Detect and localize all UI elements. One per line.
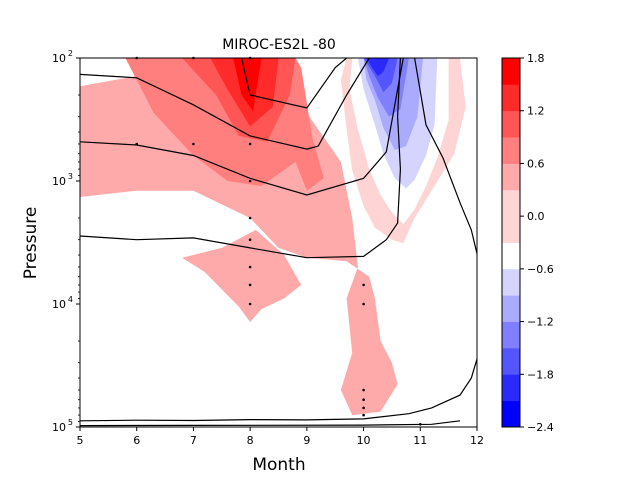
colorbar-tick-label-5: −1.2 bbox=[527, 316, 554, 329]
colorbar-segment-4 bbox=[502, 295, 520, 322]
contour-line-6 bbox=[80, 420, 461, 427]
y-axis-label: Pressure bbox=[21, 207, 41, 280]
chart-title: MIROC-ES2L -80 bbox=[222, 37, 336, 53]
colorbar-tick-label-4: −0.6 bbox=[527, 263, 554, 276]
stipple-point-13 bbox=[362, 302, 365, 306]
stipple-point-15 bbox=[362, 398, 365, 402]
colorbar-tick-label-0: 1.8 bbox=[527, 52, 545, 65]
contour-line-4 bbox=[241, 58, 347, 109]
stipple-point-9 bbox=[248, 265, 252, 269]
x-tick-label-1: 6 bbox=[133, 434, 140, 447]
colorbar: 1.8 1.2 0.6 0.0 −0.6 −1.2 −1.8 −2.4 bbox=[501, 52, 554, 434]
y-tick-label-2: 10 bbox=[52, 298, 66, 311]
stipple-point-12 bbox=[362, 283, 365, 287]
stipple-point-18 bbox=[419, 423, 422, 426]
colorbar-segment-3 bbox=[502, 321, 520, 349]
stipple-point-3 bbox=[135, 142, 138, 146]
x-tick-label-0: 5 bbox=[77, 434, 84, 447]
plot-frame bbox=[79, 57, 478, 428]
colorbar-segment-2 bbox=[502, 347, 520, 375]
y-tick-exponent-1: 3 bbox=[68, 172, 73, 181]
x-axis: 5 6 7 8 9 10 11 12 bbox=[77, 427, 484, 447]
x-tick-label-6: 11 bbox=[413, 434, 427, 447]
x-tick-label-2: 7 bbox=[190, 434, 197, 447]
y-tick-label-3: 10 bbox=[52, 421, 66, 434]
colorbar-frame bbox=[501, 57, 521, 428]
y-tick-exponent-3: 5 bbox=[68, 418, 73, 427]
colorbar-tick-label-2: 0.6 bbox=[527, 157, 545, 170]
contour-fill-6 bbox=[244, 58, 256, 87]
x-tick-label-3: 8 bbox=[247, 434, 254, 447]
colorbar-segment-12 bbox=[502, 58, 520, 85]
x-tick-label-7: 12 bbox=[470, 434, 484, 447]
x-axis-label: Month bbox=[252, 455, 305, 475]
stipple-point-11 bbox=[248, 302, 252, 306]
contour-line-5 bbox=[80, 358, 477, 422]
stipple-point-16 bbox=[362, 406, 365, 410]
colorbar-segment-0 bbox=[502, 400, 520, 428]
y-tick-label-1: 10 bbox=[52, 175, 66, 188]
colorbar-segment-5 bbox=[502, 268, 520, 296]
stipple-point-10 bbox=[248, 283, 252, 287]
colorbar-segment-7 bbox=[502, 189, 520, 243]
colorbar-segment-6 bbox=[502, 242, 520, 270]
colorbar-tick-label-6: −1.8 bbox=[527, 368, 554, 381]
contour-fill-13 bbox=[366, 58, 390, 76]
y-tick-exponent-0: 2 bbox=[68, 49, 73, 58]
stipple-point-6 bbox=[248, 179, 252, 183]
x-tick-label-5: 10 bbox=[357, 434, 371, 447]
x-tick-label-4: 9 bbox=[303, 434, 310, 447]
colorbar-segment-8 bbox=[502, 163, 520, 191]
stipple-point-17 bbox=[362, 413, 365, 417]
contour-line-0 bbox=[80, 58, 370, 150]
y-tick-label-0: 10 bbox=[52, 52, 66, 65]
colorbar-segment-9 bbox=[502, 137, 520, 164]
contour-line-1 bbox=[80, 58, 404, 196]
stipple-point-4 bbox=[192, 142, 195, 146]
contour-fill-1 bbox=[182, 229, 302, 322]
contour-line-2 bbox=[80, 58, 402, 259]
contour-fill-0 bbox=[80, 72, 398, 416]
significance-stipples bbox=[135, 56, 422, 426]
y-tick-exponent-2: 4 bbox=[68, 295, 73, 304]
colorbar-tick-label-7: −2.4 bbox=[527, 421, 554, 434]
stipple-point-14 bbox=[362, 388, 365, 392]
filled-contours bbox=[80, 58, 466, 416]
colorbar-segment-1 bbox=[502, 374, 520, 402]
stipple-point-7 bbox=[248, 216, 252, 220]
contour-line-3 bbox=[414, 58, 477, 254]
contour-lines bbox=[80, 58, 477, 427]
colorbar-tick-label-1: 1.2 bbox=[527, 105, 545, 118]
colorbar-tick-label-3: 0.0 bbox=[527, 210, 545, 223]
stipple-point-5 bbox=[248, 142, 252, 146]
colorbar-segment-10 bbox=[502, 110, 520, 138]
stipple-point-8 bbox=[248, 238, 252, 241]
colorbar-segment-11 bbox=[502, 84, 520, 112]
